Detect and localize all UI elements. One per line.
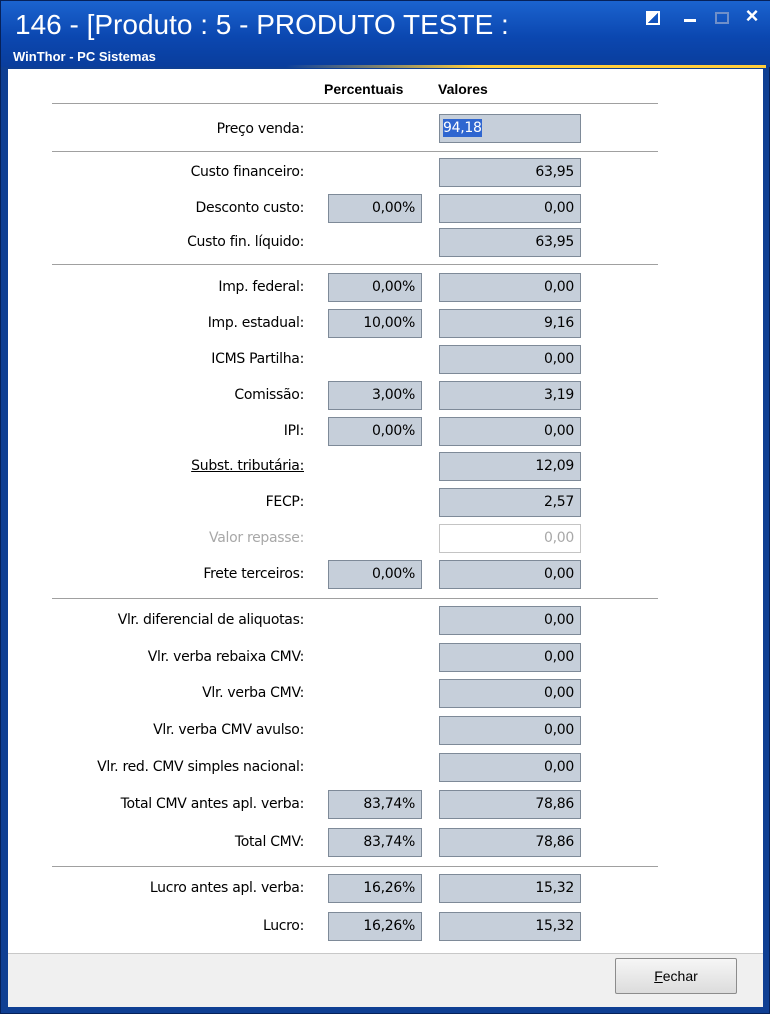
header-percentuais: Percentuais bbox=[324, 81, 404, 97]
comissao-value: 3,19 bbox=[439, 381, 581, 410]
imp-federal-pct[interactable]: 0,00% bbox=[328, 273, 422, 302]
footer-bar: Fechar bbox=[8, 953, 763, 1007]
window-subtitle: WinThor - PC Sistemas bbox=[13, 49, 156, 64]
maximize-icon bbox=[715, 12, 729, 24]
title-bar[interactable]: 146 - [Produto : 5 - PRODUTO TESTE : Win… bbox=[1, 1, 770, 68]
label-custo-financeiro: Custo financeiro: bbox=[190, 164, 305, 180]
restore-icon bbox=[646, 11, 660, 25]
label-comissao: Comissão: bbox=[234, 387, 304, 403]
total-cmv-antes-value: 78,86 bbox=[439, 790, 581, 819]
lucro-antes-value: 15,32 bbox=[439, 874, 581, 903]
preco-venda-value: 94,18 bbox=[443, 119, 482, 137]
comissao-pct[interactable]: 3,00% bbox=[328, 381, 422, 410]
label-icms-partilha: ICMS Partilha: bbox=[211, 351, 304, 367]
restore-button[interactable] bbox=[642, 7, 664, 29]
title-accent-line bbox=[286, 65, 766, 68]
separator bbox=[52, 598, 658, 599]
total-cmv-value: 78,86 bbox=[439, 828, 581, 857]
fecp-value: 2,57 bbox=[439, 488, 581, 517]
subst-tributaria-link[interactable]: Subst. tributária: bbox=[191, 458, 304, 474]
separator bbox=[52, 866, 658, 867]
fechar-button[interactable]: Fechar bbox=[615, 958, 737, 994]
separator bbox=[52, 151, 658, 152]
label-preco-venda: Preço venda: bbox=[216, 121, 305, 137]
custo-financeiro-value: 63,95 bbox=[439, 158, 581, 187]
ipi-pct[interactable]: 0,00% bbox=[328, 417, 422, 446]
separator bbox=[52, 264, 658, 265]
fechar-mnemonic: F bbox=[654, 968, 663, 984]
label-vlr-verba-cmv-avulso: Vlr. verba CMV avulso: bbox=[153, 722, 304, 738]
label-vlr-diferencial: Vlr. diferencial de aliquotas: bbox=[117, 612, 305, 628]
label-vlr-red-cmv: Vlr. red. CMV simples nacional: bbox=[97, 759, 304, 775]
frete-terceiros-pct[interactable]: 0,00% bbox=[328, 560, 422, 589]
close-icon: × bbox=[745, 3, 759, 28]
vlr-diferencial-value: 0,00 bbox=[439, 606, 581, 635]
label-total-cmv-antes: Total CMV antes apl. verba: bbox=[120, 796, 305, 812]
vlr-verba-rebaixa-value: 0,00 bbox=[439, 643, 581, 672]
imp-federal-value: 0,00 bbox=[439, 273, 581, 302]
preco-venda-input[interactable]: 94,18 bbox=[439, 114, 581, 143]
label-vlr-verba-cmv: Vlr. verba CMV: bbox=[202, 685, 304, 701]
lucro-pct: 16,26% bbox=[328, 912, 422, 941]
maximize-button[interactable] bbox=[711, 7, 733, 29]
label-desconto-custo: Desconto custo: bbox=[195, 200, 305, 216]
separator bbox=[52, 103, 658, 104]
label-ipi: IPI: bbox=[283, 423, 305, 439]
lucro-antes-pct: 16,26% bbox=[328, 874, 422, 903]
total-cmv-antes-pct: 83,74% bbox=[328, 790, 422, 819]
frete-terceiros-value: 0,00 bbox=[439, 560, 581, 589]
total-cmv-pct: 83,74% bbox=[328, 828, 422, 857]
desconto-custo-value: 0,00 bbox=[439, 194, 581, 223]
vlr-red-cmv-value: 0,00 bbox=[439, 753, 581, 782]
ipi-value: 0,00 bbox=[439, 417, 581, 446]
minimize-icon bbox=[684, 19, 696, 22]
close-button[interactable]: × bbox=[741, 5, 763, 27]
label-custo-fin-liquido: Custo fin. líquido: bbox=[187, 234, 304, 250]
vlr-verba-cmv-avulso-value: 0,00 bbox=[439, 716, 581, 745]
window-title: 146 - [Produto : 5 - PRODUTO TESTE : bbox=[15, 9, 509, 40]
custo-fin-liquido-value: 63,95 bbox=[439, 228, 581, 257]
label-vlr-verba-rebaixa: Vlr. verba rebaixa CMV: bbox=[147, 649, 305, 665]
desconto-custo-pct[interactable]: 0,00% bbox=[328, 194, 422, 223]
subst-tributaria-value: 12,09 bbox=[439, 452, 581, 481]
imp-estadual-pct[interactable]: 10,00% bbox=[328, 309, 422, 338]
label-lucro: Lucro: bbox=[262, 918, 304, 934]
label-fecp: FECP: bbox=[265, 494, 305, 510]
minimize-button[interactable] bbox=[679, 7, 701, 29]
imp-estadual-value: 9,16 bbox=[439, 309, 581, 338]
icms-partilha-value: 0,00 bbox=[439, 345, 581, 374]
label-imp-estadual: Imp. estadual: bbox=[207, 315, 305, 331]
vlr-verba-cmv-value: 0,00 bbox=[439, 679, 581, 708]
lucro-value: 15,32 bbox=[439, 912, 581, 941]
label-lucro-antes: Lucro antes apl. verba: bbox=[149, 880, 304, 896]
label-total-cmv: Total CMV: bbox=[234, 834, 304, 850]
header-valores: Valores bbox=[438, 81, 488, 97]
valor-repasse-value: 0,00 bbox=[439, 524, 581, 553]
form-body: Percentuais Valores Preço venda: 94,18 C… bbox=[8, 69, 763, 953]
fechar-label: echar bbox=[662, 968, 698, 984]
label-valor-repasse: Valor repasse: bbox=[209, 530, 304, 546]
label-imp-federal: Imp. federal: bbox=[218, 279, 304, 295]
label-frete-terceiros: Frete terceiros: bbox=[203, 566, 304, 582]
